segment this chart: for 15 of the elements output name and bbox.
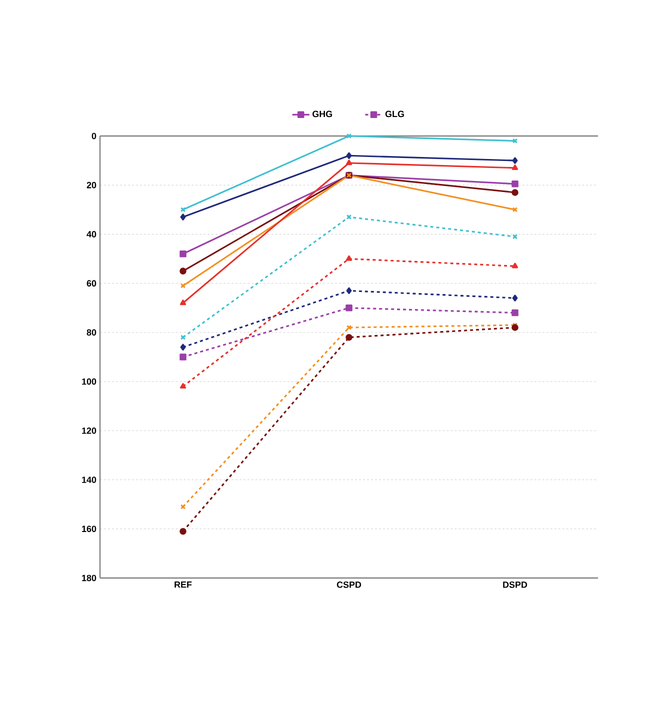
- y-tick-label: 120: [82, 427, 96, 434]
- y-tick-label: 100: [82, 378, 96, 385]
- y-tick-label: 0: [92, 132, 96, 140]
- legend-label: GHG: [312, 110, 332, 118]
- x-tick-label: REF: [174, 582, 192, 588]
- y-tick-label: 40: [86, 231, 96, 238]
- y-tick-label: 140: [82, 476, 96, 483]
- legend-label: GLG: [385, 110, 404, 118]
- y-tick-label: 180: [82, 574, 96, 582]
- y-tick-label: 80: [86, 329, 96, 336]
- x-tick-label: CSPD: [336, 582, 362, 588]
- y-tick-label: 60: [86, 280, 96, 287]
- y-tick-label: 160: [82, 526, 96, 532]
- x-tick-label: DSPD: [503, 582, 528, 588]
- y-tick-label: 20: [86, 182, 96, 188]
